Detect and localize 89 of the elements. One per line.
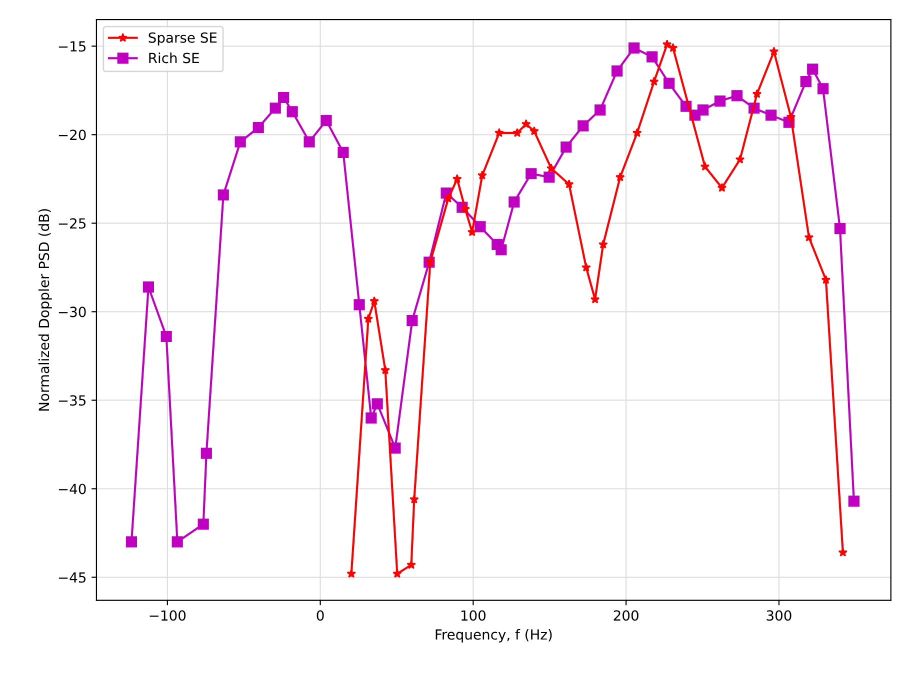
point xyxy=(218,189,229,200)
point xyxy=(406,315,418,326)
point xyxy=(817,83,829,94)
point xyxy=(200,448,212,459)
point xyxy=(494,128,504,137)
point xyxy=(598,240,608,249)
point xyxy=(364,314,373,323)
y-tick-label: −20 xyxy=(58,130,86,140)
point xyxy=(594,104,606,116)
point xyxy=(663,78,675,89)
point xyxy=(765,110,777,121)
point xyxy=(697,104,709,116)
point xyxy=(252,122,264,134)
point xyxy=(544,172,555,183)
point xyxy=(700,162,710,171)
point xyxy=(615,172,625,182)
point xyxy=(731,90,742,102)
point xyxy=(838,548,848,557)
point xyxy=(714,95,726,107)
point xyxy=(786,112,796,122)
point xyxy=(160,330,172,342)
point xyxy=(286,106,298,118)
point xyxy=(834,222,846,234)
point xyxy=(628,42,640,54)
y-tick-label: −30 xyxy=(58,306,86,318)
point xyxy=(526,168,537,180)
y-tick-label: −35 xyxy=(58,395,86,406)
point xyxy=(320,114,332,126)
point xyxy=(800,76,812,88)
point xyxy=(198,518,209,530)
point xyxy=(478,170,487,180)
point xyxy=(270,102,281,114)
point xyxy=(612,65,623,76)
point xyxy=(646,51,658,62)
y-tick-label: −25 xyxy=(58,218,86,229)
point xyxy=(460,204,470,214)
x-tick-label: −100 xyxy=(150,610,186,621)
point xyxy=(508,196,520,208)
point xyxy=(390,442,401,454)
point xyxy=(444,194,453,202)
point xyxy=(807,64,818,75)
point xyxy=(410,494,419,504)
x-tick-label: 0 xyxy=(316,610,324,621)
point xyxy=(582,262,591,272)
point xyxy=(752,89,762,98)
point xyxy=(769,46,779,56)
point xyxy=(521,119,531,128)
point xyxy=(632,128,642,137)
point xyxy=(530,126,539,136)
point xyxy=(512,128,522,137)
point xyxy=(668,43,678,52)
point xyxy=(304,136,315,148)
legend-label: Rich SE xyxy=(149,52,199,64)
point xyxy=(406,560,416,569)
point xyxy=(717,182,727,192)
point xyxy=(735,154,745,164)
point xyxy=(172,536,183,548)
point xyxy=(372,398,383,410)
x-tick-label: 100 xyxy=(461,610,486,621)
x-axis-title: Frequency, f (Hz) xyxy=(436,629,552,642)
point xyxy=(564,179,574,188)
point xyxy=(578,120,589,132)
point xyxy=(338,146,349,158)
point xyxy=(370,296,379,306)
y-tick-label: −40 xyxy=(58,484,86,494)
point xyxy=(649,76,659,86)
x-tick-label: 200 xyxy=(614,610,638,621)
legend-label: Sparse SE xyxy=(148,32,217,46)
point xyxy=(142,281,154,292)
y-tick-label: −15 xyxy=(58,41,86,52)
point xyxy=(346,568,356,578)
point xyxy=(821,274,831,284)
point xyxy=(234,136,246,148)
point xyxy=(126,536,138,548)
point xyxy=(474,221,486,232)
point xyxy=(848,496,860,507)
y-tick-label: −45 xyxy=(58,572,86,583)
y-axis-title: Normalized Doppler PSD (dB) xyxy=(38,209,52,411)
point xyxy=(278,92,290,104)
point xyxy=(662,40,672,48)
point xyxy=(366,412,377,424)
point xyxy=(804,232,814,242)
point xyxy=(546,163,556,172)
x-tick-label: 300 xyxy=(766,610,792,621)
point xyxy=(452,174,462,184)
point xyxy=(496,244,507,256)
point xyxy=(560,142,572,153)
point xyxy=(354,299,365,310)
point xyxy=(380,365,390,374)
